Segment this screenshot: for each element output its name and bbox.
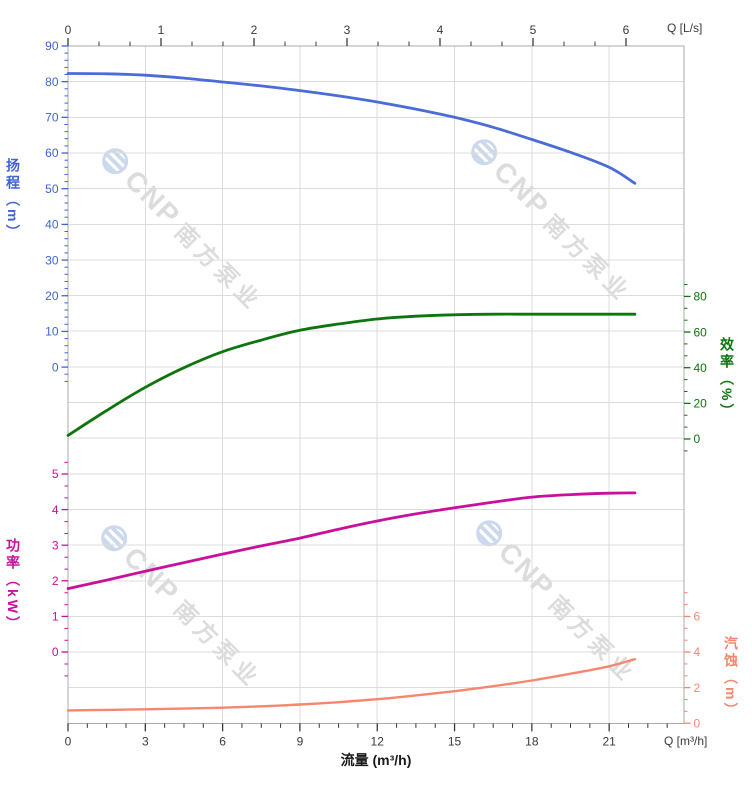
svg-text:2: 2: [251, 23, 258, 37]
svg-text:2: 2: [694, 681, 701, 695]
plot-border: [67, 45, 685, 725]
top-axis: 0 1 2 3 4 5 6: [65, 23, 630, 46]
head-curve: [66, 72, 637, 185]
svg-text:30: 30: [45, 253, 59, 267]
svg-text:9: 9: [297, 734, 304, 748]
svg-text:1: 1: [52, 610, 59, 624]
svg-text:3: 3: [344, 23, 351, 37]
npsh-axis: 6 4 2 0: [684, 592, 701, 730]
svg-text:0: 0: [694, 716, 701, 730]
power-curve: [66, 491, 637, 590]
svg-text:90: 90: [45, 39, 59, 53]
flow-axis-title: 流量 (m³/h): [340, 752, 412, 768]
svg-text:12: 12: [371, 734, 385, 748]
head-axis-title: 扬程（m）: [5, 158, 21, 242]
svg-text:0: 0: [65, 734, 72, 748]
efficiency-axis: 80 60 40 20 0: [684, 284, 708, 452]
svg-text:4: 4: [437, 23, 444, 37]
power-axis: 5 4 3 2 1 0: [52, 461, 68, 677]
svg-text:40: 40: [45, 218, 59, 232]
svg-text:5: 5: [52, 467, 59, 481]
svg-text:80: 80: [694, 290, 708, 304]
svg-text:80: 80: [45, 75, 59, 89]
svg-text:0: 0: [52, 645, 59, 659]
svg-text:5: 5: [530, 23, 537, 37]
svg-text:15: 15: [448, 734, 462, 748]
svg-text:4: 4: [52, 503, 59, 517]
svg-text:21: 21: [602, 734, 616, 748]
head-axis: 90 80 70 60 50 40 30 20 10 0: [45, 39, 68, 382]
npsh-axis-title: 汽蚀（m）: [723, 636, 739, 720]
svg-text:40: 40: [694, 361, 708, 375]
power-axis-title: 功率（kW）: [5, 538, 21, 633]
svg-text:20: 20: [694, 397, 708, 411]
svg-text:3: 3: [142, 734, 149, 748]
svg-text:6: 6: [694, 610, 701, 624]
efficiency-axis-title: 效率（%）: [719, 337, 735, 421]
svg-text:10: 10: [45, 325, 59, 339]
svg-text:3: 3: [52, 538, 59, 552]
svg-text:1: 1: [158, 23, 165, 37]
efficiency-curve: [66, 312, 637, 437]
grid: [68, 46, 684, 724]
svg-text:60: 60: [694, 325, 708, 339]
svg-text:70: 70: [45, 111, 59, 125]
svg-text:18: 18: [525, 734, 539, 748]
top-axis-unit-label: Q [L/s]: [667, 21, 703, 35]
svg-text:6: 6: [623, 23, 630, 37]
svg-text:0: 0: [694, 432, 701, 446]
svg-text:0: 0: [65, 23, 72, 37]
svg-text:20: 20: [45, 289, 59, 303]
bottom-axis-unit-label: Q [m³/h]: [664, 734, 708, 748]
svg-text:4: 4: [694, 645, 701, 659]
svg-text:60: 60: [45, 146, 59, 160]
svg-text:50: 50: [45, 182, 59, 196]
bottom-axis: 0 3 6 9 12 15 18 21: [65, 723, 668, 748]
svg-text:0: 0: [52, 360, 59, 374]
svg-text:6: 6: [219, 734, 226, 748]
svg-text:2: 2: [52, 574, 59, 588]
npsh-curve: [66, 658, 637, 712]
